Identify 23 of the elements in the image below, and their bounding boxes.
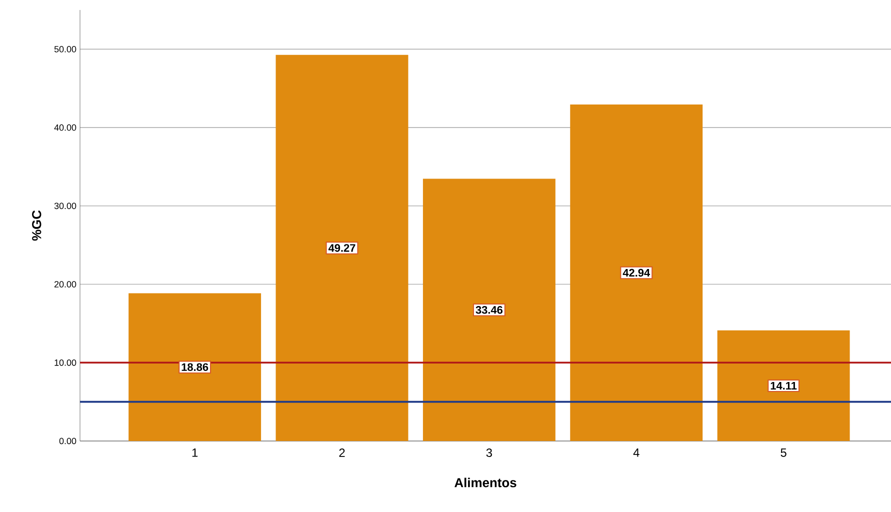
y-tick-label: 40.00 [54, 124, 76, 131]
data-label: 49.27 [328, 244, 356, 252]
y-tick-label: 0.00 [59, 438, 76, 444]
y-tick-label: 20.00 [54, 281, 76, 288]
bar [128, 293, 262, 441]
bar [717, 330, 850, 441]
x-axis-title: Alimentos [454, 478, 516, 488]
y-axis-title: %GC [32, 210, 42, 241]
y-tick-label: 10.00 [54, 359, 76, 366]
x-tick-label: 1 [192, 448, 198, 457]
data-label: 33.46 [476, 306, 502, 314]
x-tick-label: 5 [780, 448, 786, 457]
data-label: 14.11 [770, 382, 797, 390]
y-tick-label: 50.00 [54, 46, 76, 52]
bar [276, 54, 408, 441]
x-tick-label: 3 [486, 448, 492, 457]
x-tick-label: 4 [633, 448, 640, 457]
y-tick-label: 30.00 [54, 202, 76, 210]
bar [422, 178, 556, 441]
x-tick-label: 2 [339, 448, 345, 457]
data-label: 18.86 [182, 363, 208, 371]
bar [570, 104, 703, 441]
data-label: 42.94 [622, 268, 650, 277]
